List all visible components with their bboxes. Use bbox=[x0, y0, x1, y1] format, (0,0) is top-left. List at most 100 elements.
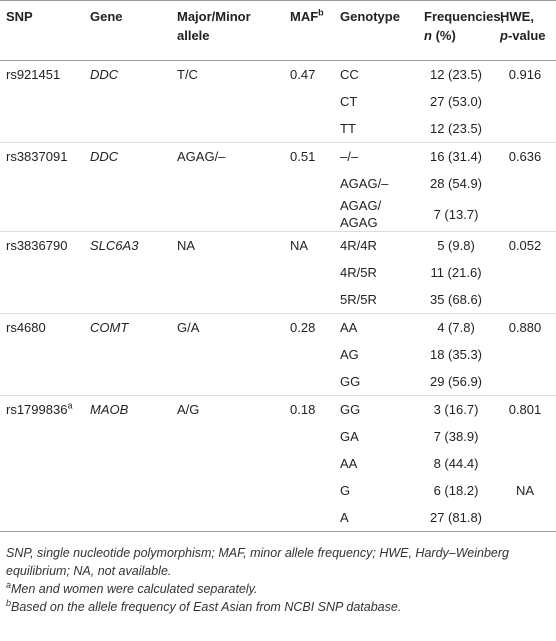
table-cell bbox=[494, 170, 556, 197]
table-cell: 11 (21.6) bbox=[418, 259, 494, 286]
table-row: AA 8 (44.4) bbox=[0, 450, 556, 477]
table-cell bbox=[284, 286, 334, 314]
snp: rs3837091 bbox=[6, 149, 68, 164]
table-row: G 6 (18.2) NA bbox=[0, 477, 556, 504]
table-cell bbox=[0, 170, 84, 197]
table-cell bbox=[171, 259, 284, 286]
table-cell: 27 (53.0) bbox=[418, 88, 494, 115]
table-cell bbox=[0, 504, 84, 532]
table-cell bbox=[284, 450, 334, 477]
table-cell: 16 (31.4) bbox=[418, 142, 494, 170]
header-text: Gene bbox=[90, 9, 123, 24]
alleles: NA bbox=[177, 238, 196, 253]
alleles: AGAG/– bbox=[177, 149, 226, 164]
table-cell bbox=[494, 259, 556, 286]
gene: COMT bbox=[90, 320, 129, 335]
table-cell bbox=[84, 286, 171, 314]
table-cell bbox=[284, 259, 334, 286]
table-cell bbox=[284, 341, 334, 368]
table-cell: GA bbox=[334, 423, 418, 450]
table-cell: MAOB bbox=[84, 395, 171, 423]
table-cell bbox=[84, 477, 171, 504]
gene: DDC bbox=[90, 67, 119, 82]
table-cell: 7 (13.7) bbox=[418, 197, 494, 232]
table-row: GG 29 (56.9) bbox=[0, 368, 556, 396]
alleles: A/G bbox=[177, 402, 200, 417]
maf: 0.51 bbox=[290, 149, 316, 164]
table-cell bbox=[284, 88, 334, 115]
table-cell: AG bbox=[334, 341, 418, 368]
table-cell bbox=[84, 504, 171, 532]
header-cell: Gene bbox=[84, 0, 171, 61]
table-cell bbox=[0, 477, 84, 504]
footnote-text: Men and women were calculated separately… bbox=[11, 582, 258, 596]
footnote: bBased on the allele frequency of East A… bbox=[6, 598, 550, 616]
table-cell: 4R/5R bbox=[334, 259, 418, 286]
frequency: 11 (21.6) bbox=[430, 265, 482, 280]
table-cell: 4R/4R bbox=[334, 231, 418, 259]
table-cell bbox=[494, 197, 556, 232]
table-cell: G/A bbox=[171, 313, 284, 341]
header-cell: Major/Minor allele bbox=[171, 0, 284, 61]
table-row: rs921451 DDC T/C 0.47 CC 12 (23.5) 0.916 bbox=[0, 61, 556, 89]
table-cell: rs3836790 bbox=[0, 231, 84, 259]
table-cell: 6 (18.2) bbox=[418, 477, 494, 504]
table-cell bbox=[284, 504, 334, 532]
table-row: rs3837091 DDC AGAG/– 0.51 –/– 16 (31.4) 0.636 bbox=[0, 142, 556, 170]
hwe-p-value: 0.636 bbox=[508, 149, 542, 164]
genotype: AA bbox=[340, 456, 358, 471]
header-text: n bbox=[424, 28, 432, 43]
table-cell: GG bbox=[334, 395, 418, 423]
header-text: HWE, bbox=[500, 9, 534, 24]
genotype: GG bbox=[340, 402, 361, 417]
frequency: 35 (68.6) bbox=[429, 292, 483, 307]
maf: 0.28 bbox=[290, 320, 316, 335]
table-cell: 0.801 bbox=[494, 395, 556, 423]
table-cell bbox=[84, 368, 171, 396]
table-cell bbox=[84, 341, 171, 368]
frequency: 5 (9.8) bbox=[437, 238, 475, 253]
table-cell bbox=[284, 368, 334, 396]
maf: 0.18 bbox=[290, 402, 316, 417]
table-cell bbox=[494, 115, 556, 143]
table-cell: 0.052 bbox=[494, 231, 556, 259]
table-cell: 5 (9.8) bbox=[418, 231, 494, 259]
frequency: 18 (35.3) bbox=[429, 347, 483, 362]
table-cell: NA bbox=[171, 231, 284, 259]
header-text: Major/Minor allele bbox=[177, 9, 251, 43]
table-cell bbox=[494, 88, 556, 115]
genotype: A bbox=[340, 510, 349, 525]
gene: DDC bbox=[90, 149, 119, 164]
table-cell: A bbox=[334, 504, 418, 532]
header-text: Genotype bbox=[340, 9, 400, 24]
table-cell: GG bbox=[334, 368, 418, 396]
table-cell: DDC bbox=[84, 61, 171, 89]
snp: rs921451 bbox=[6, 67, 61, 82]
table-cell: 4 (7.8) bbox=[418, 313, 494, 341]
table-cell bbox=[84, 88, 171, 115]
table-cell: 0.47 bbox=[284, 61, 334, 89]
abbreviations: SNP, single nucleotide polymorphism; MAF… bbox=[6, 546, 510, 578]
table-cell bbox=[494, 423, 556, 450]
table-row: 5R/5R 35 (68.6) bbox=[0, 286, 556, 314]
table-cell bbox=[171, 368, 284, 396]
header-text: SNP bbox=[6, 9, 33, 24]
table-cell: TT bbox=[334, 115, 418, 143]
table-cell: 27 (81.8) bbox=[418, 504, 494, 532]
table-cell: 0.916 bbox=[494, 61, 556, 89]
table-row: CT 27 (53.0) bbox=[0, 88, 556, 115]
table-row: rs1799836a MAOB A/G 0.18 GG 3 (16.7) 0.801 bbox=[0, 395, 556, 423]
table-cell bbox=[84, 115, 171, 143]
table-cell bbox=[494, 368, 556, 396]
table-body: rs921451 DDC T/C 0.47 CC 12 (23.5) 0.916 CT 27 (… bbox=[0, 61, 556, 532]
table-cell: 5R/5R bbox=[334, 286, 418, 314]
hwe-p-value: 0.052 bbox=[508, 238, 542, 253]
table-cell bbox=[0, 197, 84, 232]
table-cell bbox=[171, 286, 284, 314]
table-cell: SLC6A3 bbox=[84, 231, 171, 259]
table-row: A 27 (81.8) bbox=[0, 504, 556, 532]
genotype: GG bbox=[340, 374, 361, 389]
snp-table: SNP Gene Major/Minor allele MAFb Genotyp… bbox=[0, 0, 556, 532]
